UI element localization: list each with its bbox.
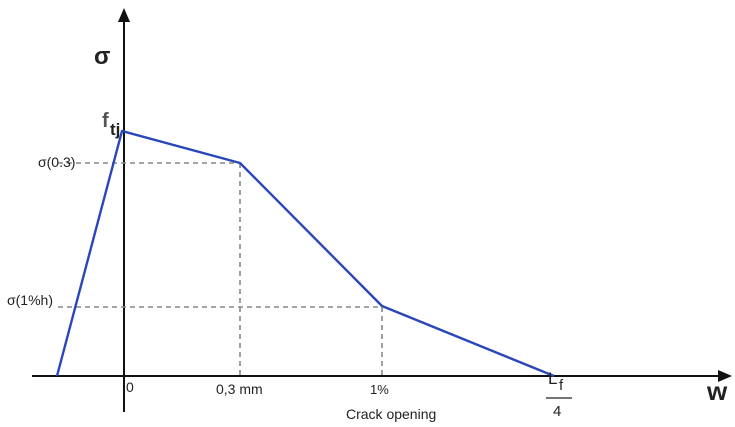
x-axis-caption: Crack opening <box>346 406 436 422</box>
softening-curve <box>55 129 555 378</box>
x-tick-w-1pct: 1% <box>370 382 389 397</box>
x-axis-arrowhead <box>718 370 732 382</box>
x-tick-w-03: 0,3 mm <box>216 381 263 397</box>
y-tick-sigma-1pct: σ(1%h) <box>7 292 53 308</box>
y-axis-arrowhead <box>118 8 130 22</box>
x-axis-symbol: w <box>706 376 728 406</box>
x-tick-lf-numerator: L <box>548 369 557 388</box>
peak-label-sub: tj <box>110 120 120 139</box>
x-tick-zero: 0 <box>126 379 134 395</box>
y-axis-symbol: σ <box>94 43 110 70</box>
y-tick-sigma-03: σ(0.3) <box>38 154 75 170</box>
peak-label-main: f <box>102 110 109 132</box>
x-tick-lf-sub: f <box>559 377 564 394</box>
x-tick-lf-denominator: 4 <box>553 403 561 420</box>
